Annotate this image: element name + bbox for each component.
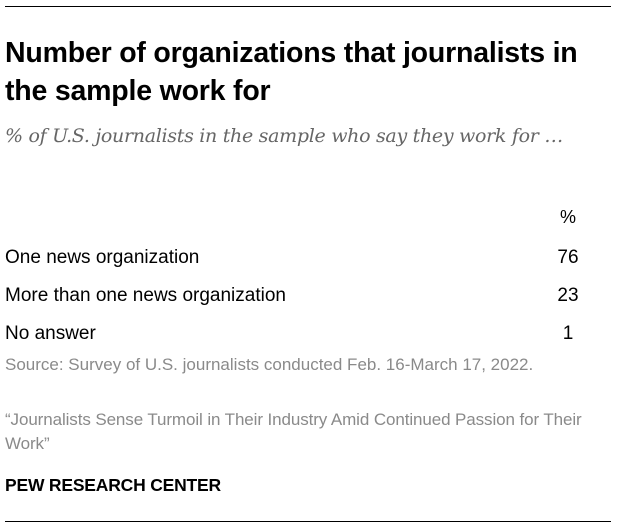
table-row: No answer 1 (5, 320, 605, 348)
row-label: No answer (5, 323, 96, 344)
top-rule (5, 6, 611, 7)
chart-title: Number of organizations that journalists… (5, 37, 578, 107)
table-row: One news organization 76 (5, 244, 605, 272)
table-row: More than one news organization 23 (5, 282, 605, 310)
bottom-rule (5, 521, 611, 522)
row-value: 76 (557, 247, 579, 268)
pew-research-center-logo: PEW RESEARCH CENTER (5, 475, 221, 495)
chart-subtitle: % of U.S. journalists in the sample who … (5, 125, 563, 147)
row-label: More than one news organization (5, 285, 286, 306)
source-note: Source: Survey of U.S. journalists condu… (5, 355, 534, 374)
report-title: “Journalists Sense Turmoil in Their Indu… (5, 410, 582, 453)
row-label: One news organization (5, 247, 200, 268)
percent-column-header: % (559, 207, 576, 227)
row-value: 1 (562, 323, 574, 344)
row-value: 23 (557, 285, 579, 306)
